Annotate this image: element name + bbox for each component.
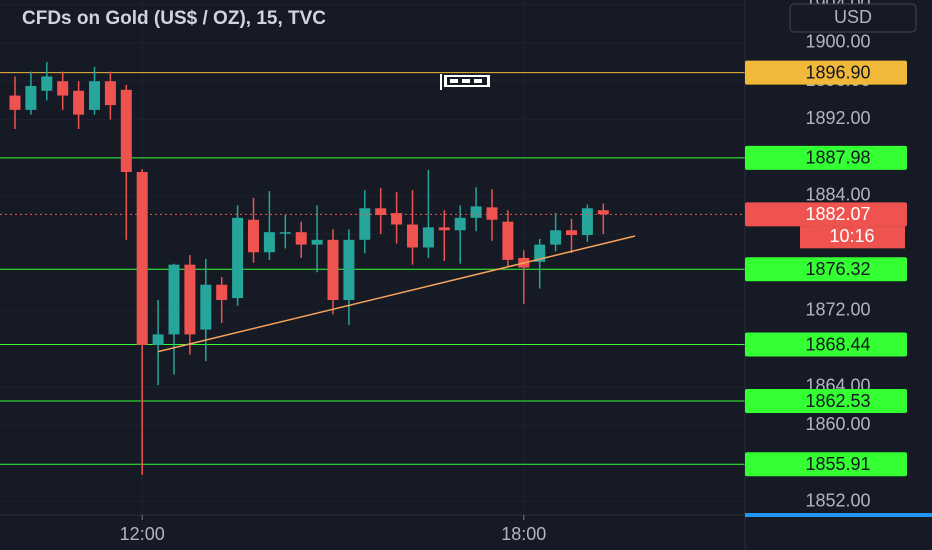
countdown-label: 10:16 xyxy=(829,226,874,246)
flag-icon xyxy=(440,74,490,90)
plot xyxy=(0,0,745,515)
level-label-box xyxy=(745,452,907,477)
candle-body xyxy=(359,208,371,240)
candle-body xyxy=(407,224,418,248)
price-axis: 1852.001860.001864.001872.001880.001884.… xyxy=(745,0,907,510)
candle-body xyxy=(311,239,323,245)
candle-body xyxy=(25,85,37,110)
candle-body xyxy=(248,219,259,253)
candle-body xyxy=(168,264,180,335)
level-label: 1868.44 xyxy=(805,334,870,354)
level-label-box xyxy=(745,257,907,282)
candle-body xyxy=(502,221,514,260)
candle-body xyxy=(152,334,164,345)
candle-body xyxy=(391,213,403,225)
x-tick-label: 18:00 xyxy=(501,524,546,544)
candle-body xyxy=(438,227,450,231)
candle-body xyxy=(57,81,69,96)
candle-body xyxy=(454,217,466,231)
y-tick-label: 1860.00 xyxy=(805,414,870,434)
level-label: 1862.53 xyxy=(805,391,870,411)
level-label: 1896.90 xyxy=(805,62,870,82)
candle-body xyxy=(295,232,307,245)
y-tick-label: 1900.00 xyxy=(805,32,870,52)
candle-body xyxy=(9,95,21,110)
currency-label: USD xyxy=(834,7,872,27)
candle-body xyxy=(422,227,434,248)
candle-body xyxy=(327,239,339,301)
candle-body xyxy=(486,207,498,220)
candle-body xyxy=(120,89,132,172)
last-price-label: 1882.07 xyxy=(805,204,870,224)
trend-line xyxy=(157,235,636,353)
candle-body xyxy=(216,284,228,301)
candle-body xyxy=(136,171,148,345)
candle-body xyxy=(470,206,482,218)
candle-body xyxy=(104,81,116,106)
candle-body xyxy=(343,239,355,301)
candle-body xyxy=(73,90,85,115)
y-tick-label: 1884.00 xyxy=(805,185,870,205)
candle-body xyxy=(184,264,196,335)
x-tick-label: 12:00 xyxy=(120,524,165,544)
candle-body xyxy=(534,244,546,262)
level-label-box xyxy=(745,332,907,357)
level-label-box xyxy=(745,60,907,85)
candle-body xyxy=(581,208,593,236)
candle-body xyxy=(89,81,100,110)
last-price-box xyxy=(745,202,907,227)
scale-bar xyxy=(745,513,932,517)
currency-button[interactable] xyxy=(789,3,917,33)
level-label: 1876.32 xyxy=(805,259,870,279)
candle-body xyxy=(41,76,53,91)
level-label: 1887.98 xyxy=(805,148,870,168)
candle-body xyxy=(232,217,244,299)
candle-body xyxy=(200,284,212,330)
level-label-box xyxy=(745,389,907,414)
y-tick-label: 1892.00 xyxy=(805,108,870,128)
level-label: 1855.91 xyxy=(805,454,870,474)
y-tick-label: 1852.00 xyxy=(805,490,870,510)
chart-title: CFDs on Gold (US$ / OZ), 15, TVC xyxy=(22,8,326,29)
candle-body xyxy=(597,210,609,215)
candle-body xyxy=(566,230,577,236)
level-label-box xyxy=(745,145,907,170)
countdown-box xyxy=(800,226,905,249)
candle-body xyxy=(279,232,291,234)
candle-body xyxy=(550,230,562,245)
y-tick-label: 1872.00 xyxy=(805,299,870,319)
candle-body xyxy=(263,232,275,253)
candle-body xyxy=(375,208,387,215)
